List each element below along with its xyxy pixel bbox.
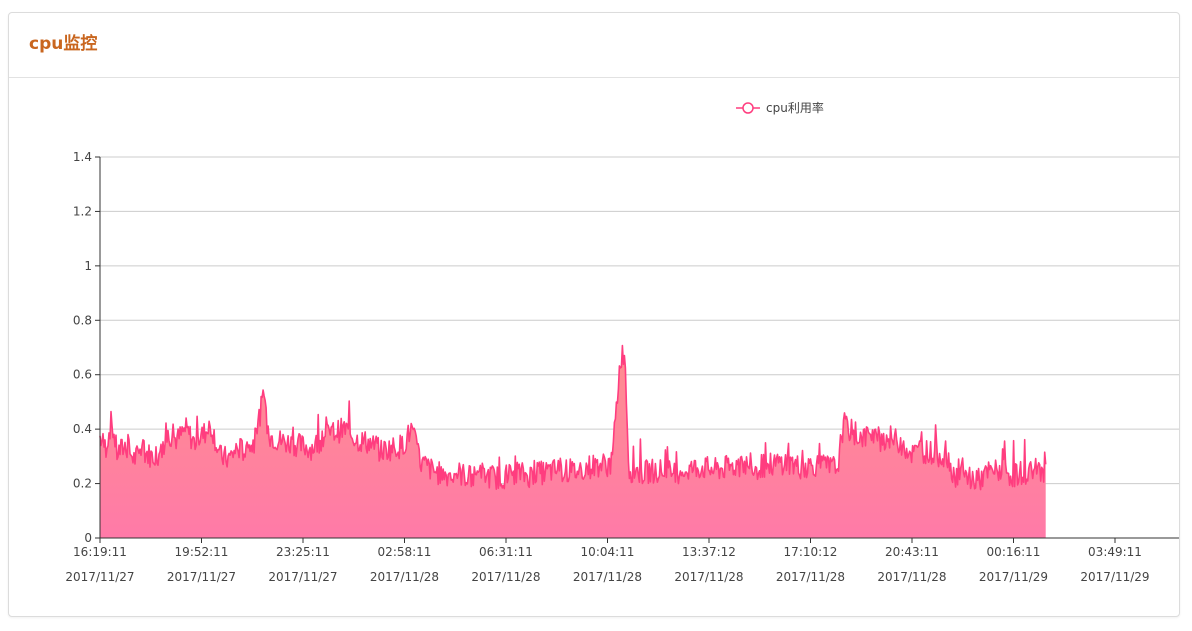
x-tick-label-time: 17:10:12 bbox=[784, 545, 838, 559]
x-tick-label-date: 2017/11/28 bbox=[674, 570, 743, 584]
y-tick-label: 0.2 bbox=[73, 477, 92, 491]
y-tick-label: 1 bbox=[84, 259, 92, 273]
x-tick-label-time: 06:31:11 bbox=[479, 545, 533, 559]
x-tick-label-date: 2017/11/28 bbox=[573, 570, 642, 584]
x-tick-label-time: 03:49:11 bbox=[1088, 545, 1142, 559]
legend-label: cpu利用率 bbox=[766, 100, 824, 115]
x-tick-label-date: 2017/11/28 bbox=[877, 570, 946, 584]
panel-title: cpu监控 bbox=[29, 34, 98, 54]
x-tick-label-time: 20:43:11 bbox=[885, 545, 939, 559]
x-tick-label-time: 00:16:11 bbox=[987, 545, 1041, 559]
y-tick-label: 0 bbox=[84, 531, 92, 545]
x-tick-label-date: 2017/11/28 bbox=[776, 570, 845, 584]
y-tick-label: 0.6 bbox=[73, 368, 92, 382]
x-tick-label-time: 02:58:11 bbox=[378, 545, 432, 559]
y-tick-label: 0.4 bbox=[73, 422, 92, 436]
x-tick-label-date: 2017/11/27 bbox=[167, 570, 236, 584]
x-tick-label-time: 13:37:12 bbox=[682, 545, 736, 559]
legend-marker bbox=[742, 102, 754, 114]
x-tick-label-date: 2017/11/28 bbox=[471, 570, 540, 584]
x-tick-label-date: 2017/11/29 bbox=[1080, 570, 1149, 584]
x-tick-label-time: 23:25:11 bbox=[276, 545, 330, 559]
x-tick-label-date: 2017/11/28 bbox=[370, 570, 439, 584]
x-tick-label-date: 2017/11/27 bbox=[65, 570, 134, 584]
x-tick-label-date: 2017/11/29 bbox=[979, 570, 1048, 584]
x-tick-label-time: 19:52:11 bbox=[175, 545, 229, 559]
x-tick-label-time: 16:19:11 bbox=[73, 545, 127, 559]
y-tick-label: 1.2 bbox=[73, 204, 92, 218]
x-tick-label-time: 10:04:11 bbox=[581, 545, 635, 559]
x-tick-label-date: 2017/11/27 bbox=[268, 570, 337, 584]
series-line bbox=[99, 344, 1047, 491]
series-area bbox=[100, 345, 1046, 538]
panel-header: cpu监控 bbox=[9, 13, 1179, 78]
y-tick-label: 0.8 bbox=[73, 313, 92, 327]
y-tick-label: 1.4 bbox=[73, 150, 92, 164]
